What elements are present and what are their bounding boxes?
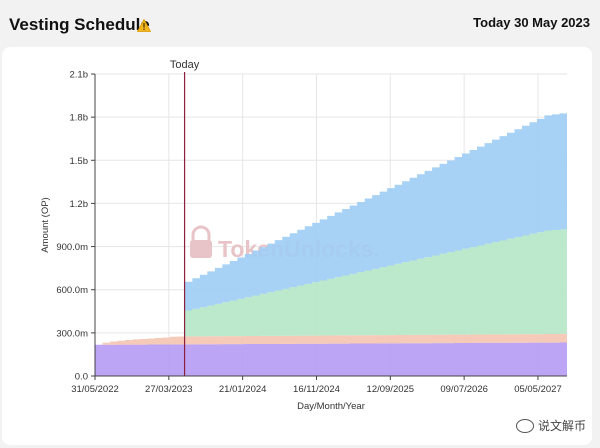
x-tick-label: 09/07/2026: [440, 384, 488, 395]
x-axis-label: Day/Month/Year: [297, 401, 365, 412]
footer-watermark-text: 说文解币: [537, 419, 586, 433]
warning-triangle-icon[interactable]: [137, 19, 151, 32]
series-area-1: [95, 333, 567, 345]
today-marker: Today: [170, 59, 200, 376]
series-area-2: [95, 228, 567, 345]
y-tick-label: 600.0m: [56, 285, 88, 296]
y-tick-label: 1.8b: [70, 113, 89, 124]
x-tick-label: 12/09/2025: [367, 384, 415, 395]
x-tick-labels: 31/05/2022 27/03/2023 21/01/2024 16/11/2024…: [71, 376, 562, 395]
header: Vesting Schedule Today 30 May 2023: [0, 0, 600, 48]
today-date: Today 30 May 2023: [473, 15, 590, 30]
x-tick-label: 27/03/2023: [145, 384, 193, 395]
y-tick-label: 0.0: [75, 372, 88, 383]
page-title: Vesting Schedule: [9, 15, 150, 34]
series-area-0: [95, 342, 567, 376]
y-tick-label: 1.2b: [70, 199, 89, 210]
today-label: Today: [170, 59, 200, 71]
wechat-icon: [515, 418, 534, 433]
x-tick-label: 16/11/2024: [293, 384, 340, 395]
y-tick-label: 300.0m: [56, 328, 88, 339]
y-axis-label: Amount (OP): [40, 197, 51, 252]
y-tick-label: 900.0m: [56, 242, 88, 253]
padlock-icon: [190, 225, 212, 258]
stacked-areas: [95, 112, 567, 376]
y-tick-labels: 0.0 300.0m 600.0m 900.0m 1.2b 1.5b 1.8b 2.1b: [56, 70, 95, 383]
x-tick-label: 21/01/2024: [219, 384, 267, 395]
axes: [94, 74, 567, 377]
y-tick-label: 2.1b: [70, 70, 89, 81]
footer-watermark: 说文解币: [515, 417, 586, 434]
x-tick-label: 31/05/2022: [71, 384, 119, 395]
y-tick-label: 1.5b: [70, 156, 89, 167]
x-tick-label: 05/05/2027: [514, 384, 562, 395]
series-area-3: [95, 112, 567, 345]
